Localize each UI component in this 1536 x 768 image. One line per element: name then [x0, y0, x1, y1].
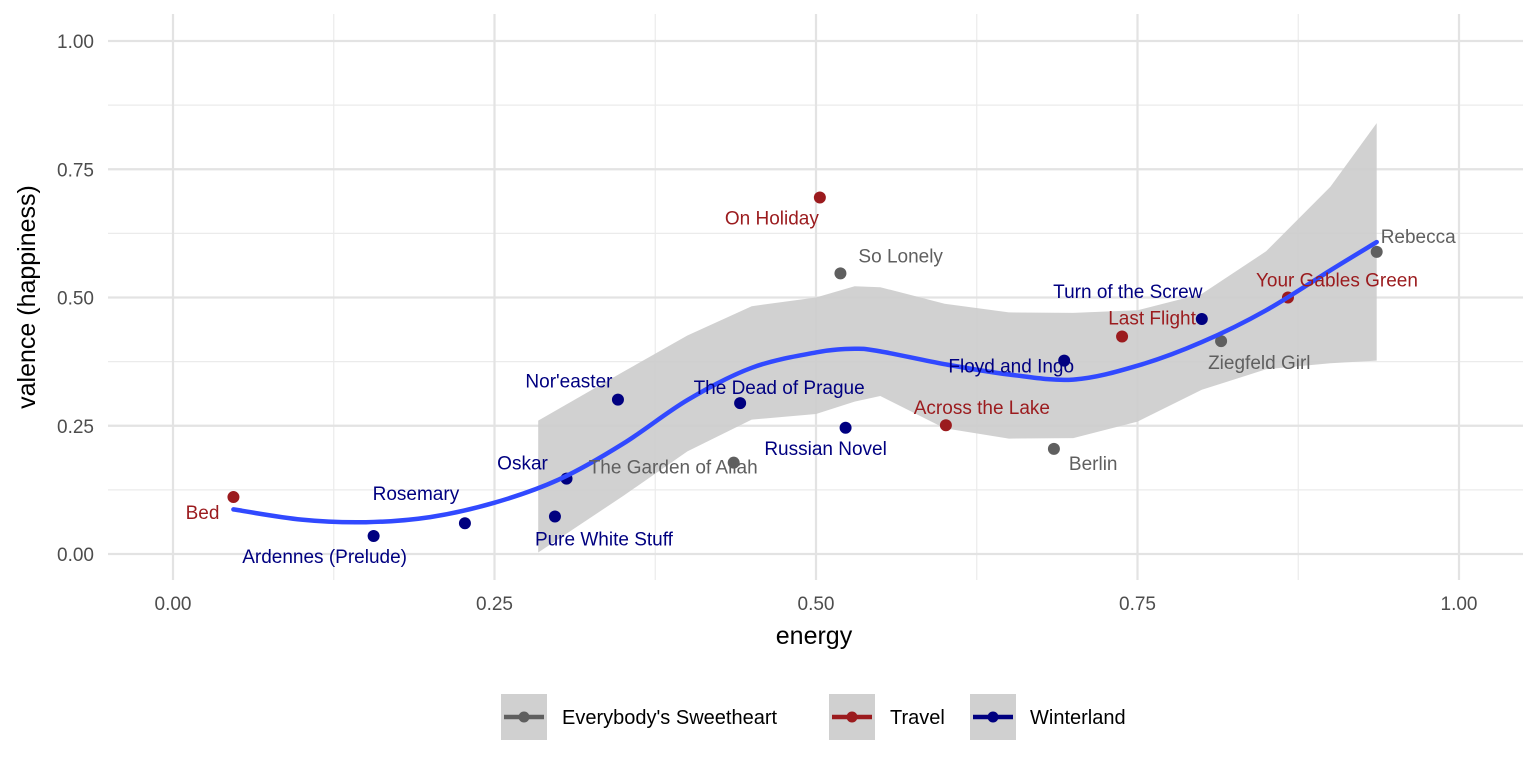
data-point	[1116, 330, 1129, 343]
point-label: Oskar	[497, 454, 548, 475]
point-label: Ardennes (Prelude)	[242, 547, 407, 568]
smooth-line	[231, 239, 1379, 525]
y-tick-label: 1.00	[57, 32, 94, 53]
legend-label: Everybody's Sweetheart	[562, 707, 777, 729]
y-axis-ticks: 0.00 0.25 0.50 0.75 1.00	[57, 32, 94, 566]
y-tick-label: 0.75	[57, 160, 94, 181]
data-point	[367, 530, 380, 543]
data-point	[227, 491, 240, 504]
point-label: Russian Novel	[764, 439, 887, 460]
point-label: Across the Lake	[914, 398, 1050, 419]
data-point	[834, 267, 847, 280]
data-point	[458, 517, 471, 530]
legend-key-point	[987, 711, 999, 723]
x-tick-label: 0.25	[476, 594, 513, 615]
y-tick-label: 0.50	[57, 289, 94, 310]
major-gridlines	[108, 14, 1523, 580]
x-tick-label: 1.00	[1441, 594, 1478, 615]
data-point	[939, 419, 952, 432]
legend-label: Travel	[890, 707, 945, 729]
data-point	[813, 191, 826, 204]
legend-key-point	[846, 711, 858, 723]
point-label: Rebecca	[1381, 227, 1456, 248]
data-point	[1370, 245, 1383, 258]
legend: Everybody's Sweetheart Travel Winterland	[501, 694, 1126, 740]
legend-key-point	[518, 711, 530, 723]
data-point	[734, 397, 747, 410]
point-label: Rosemary	[373, 484, 460, 505]
point-label: Floyd and Ingo	[948, 357, 1074, 378]
y-tick-label: 0.25	[57, 417, 94, 438]
data-point	[1215, 335, 1228, 348]
confidence-band-area	[538, 123, 1377, 553]
point-label: So Lonely	[858, 246, 943, 267]
y-axis-title: valence (happiness)	[13, 185, 41, 409]
x-tick-label: 0.50	[798, 594, 835, 615]
data-points	[227, 191, 1383, 543]
confidence-band	[538, 123, 1377, 553]
point-label: The Garden of Allah	[589, 458, 758, 479]
point-label: Pure White Stuff	[535, 530, 674, 551]
point-label: Ziegfeld Girl	[1208, 353, 1310, 374]
point-label: Turn of the Screw	[1053, 282, 1203, 303]
point-label: The Dead of Prague	[694, 378, 865, 399]
data-point	[548, 510, 561, 523]
x-tick-label: 0.75	[1119, 594, 1156, 615]
data-point	[1047, 442, 1060, 455]
point-label: On Holiday	[725, 208, 819, 229]
point-label: Your Gables Green	[1256, 271, 1418, 292]
point-label: Berlin	[1069, 454, 1118, 475]
data-point	[839, 421, 852, 434]
legend-label: Winterland	[1030, 707, 1126, 729]
x-axis-ticks: 0.00 0.25 0.50 0.75 1.00	[155, 594, 1478, 615]
smooth-trend-line	[231, 239, 1379, 525]
point-label: Bed	[186, 503, 220, 524]
data-point	[727, 456, 740, 469]
point-label: Last Flight	[1108, 308, 1196, 329]
y-tick-label: 0.00	[57, 545, 94, 566]
data-point	[611, 393, 624, 406]
point-labels: So Lonely The Garden of Allah Berlin Ziegfe…	[186, 208, 1456, 568]
x-axis-title: energy	[776, 622, 853, 650]
data-point	[1195, 313, 1208, 326]
x-tick-label: 0.00	[155, 594, 192, 615]
point-label: Nor'easter	[525, 372, 613, 393]
data-point	[1058, 354, 1071, 367]
